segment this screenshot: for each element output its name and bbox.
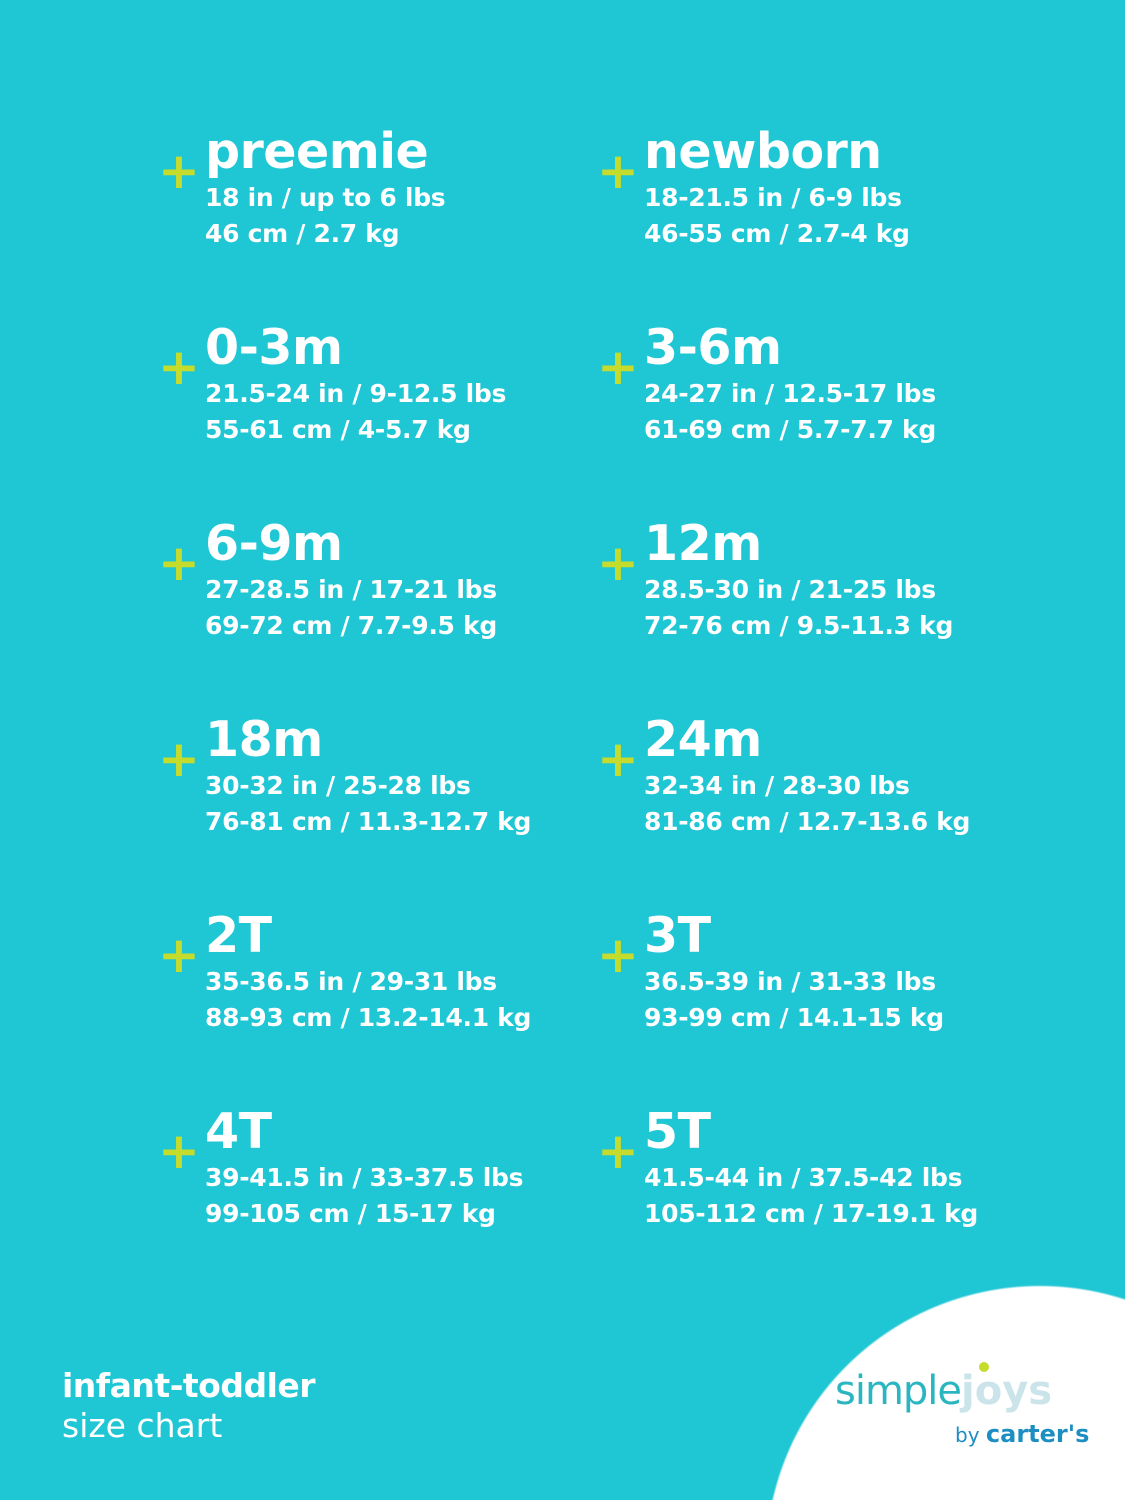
size-metric: 93-99 cm / 14.1-15 kg [644, 1003, 944, 1032]
size-name: newborn [644, 123, 882, 180]
plus-icon: + [597, 142, 639, 200]
size-imperial: 36.5-39 in / 31-33 lbs [644, 967, 936, 996]
logo-by-carters: by carter's [955, 1420, 1089, 1448]
size-metric: 105-112 cm / 17-19.1 kg [644, 1199, 979, 1228]
size-name: 2T [205, 907, 272, 964]
size-metric: 99-105 cm / 15-17 kg [205, 1199, 496, 1228]
plus-icon: + [158, 1122, 200, 1180]
size-name: 12m [644, 515, 762, 572]
size-metric: 72-76 cm / 9.5-11.3 kg [644, 611, 954, 640]
size-entry: + newborn 18-21.5 in / 6-9 lbs 46-55 cm … [597, 123, 1017, 260]
logo-joys-text: joys [961, 1368, 1053, 1414]
size-metric: 46-55 cm / 2.7-4 kg [644, 219, 910, 248]
size-entry: + preemie 18 in / up to 6 lbs 46 cm / 2.… [158, 123, 578, 260]
plus-icon: + [597, 926, 639, 984]
size-entry: + 3-6m 24-27 in / 12.5-17 lbs 61-69 cm /… [597, 319, 1017, 456]
size-imperial: 21.5-24 in / 9-12.5 lbs [205, 379, 507, 408]
size-entry: + 24m 32-34 in / 28-30 lbs 81-86 cm / 12… [597, 711, 1017, 848]
size-entry: + 2T 35-36.5 in / 29-31 lbs 88-93 cm / 1… [158, 907, 578, 1044]
plus-icon: + [597, 1122, 639, 1180]
size-imperial: 32-34 in / 28-30 lbs [644, 771, 910, 800]
size-imperial: 27-28.5 in / 17-21 lbs [205, 575, 497, 604]
plus-icon: + [158, 338, 200, 396]
title-line-1: infant-toddler [62, 1366, 316, 1405]
size-entry: + 3T 36.5-39 in / 31-33 lbs 93-99 cm / 1… [597, 907, 1017, 1044]
logo-dot-icon [979, 1362, 990, 1372]
size-name: 5T [644, 1103, 711, 1160]
size-imperial: 28.5-30 in / 21-25 lbs [644, 575, 936, 604]
size-name: 24m [644, 711, 762, 768]
size-imperial: 41.5-44 in / 37.5-42 lbs [644, 1163, 963, 1192]
size-name: 18m [205, 711, 323, 768]
size-imperial: 18 in / up to 6 lbs [205, 183, 446, 212]
logo-simple: simple [835, 1368, 962, 1414]
size-entry: + 18m 30-32 in / 25-28 lbs 76-81 cm / 11… [158, 711, 578, 848]
plus-icon: + [158, 142, 200, 200]
size-metric: 46 cm / 2.7 kg [205, 219, 400, 248]
size-imperial: 30-32 in / 25-28 lbs [205, 771, 471, 800]
plus-icon: + [158, 730, 200, 788]
size-name: 6-9m [205, 515, 343, 572]
size-entry: + 12m 28.5-30 in / 21-25 lbs 72-76 cm / … [597, 515, 1017, 652]
size-metric: 76-81 cm / 11.3-12.7 kg [205, 807, 532, 836]
size-name: 3T [644, 907, 711, 964]
size-metric: 81-86 cm / 12.7-13.6 kg [644, 807, 971, 836]
chart-title: infant-toddler size chart [62, 1366, 316, 1446]
size-name: 4T [205, 1103, 272, 1160]
logo-by: by [955, 1423, 980, 1447]
size-imperial: 35-36.5 in / 29-31 lbs [205, 967, 497, 996]
size-entry: + 5T 41.5-44 in / 37.5-42 lbs 105-112 cm… [597, 1103, 1017, 1240]
size-entry: + 6-9m 27-28.5 in / 17-21 lbs 69-72 cm /… [158, 515, 578, 652]
size-metric: 61-69 cm / 5.7-7.7 kg [644, 415, 936, 444]
size-name: 3-6m [644, 319, 782, 376]
size-metric: 55-61 cm / 4-5.7 kg [205, 415, 471, 444]
size-name: 0-3m [205, 319, 343, 376]
plus-icon: + [597, 534, 639, 592]
plus-icon: + [597, 730, 639, 788]
plus-icon: + [158, 926, 200, 984]
logo-brand: carter's [985, 1420, 1090, 1448]
size-imperial: 24-27 in / 12.5-17 lbs [644, 379, 936, 408]
size-entry: + 0-3m 21.5-24 in / 9-12.5 lbs 55-61 cm … [158, 319, 578, 456]
plus-icon: + [597, 338, 639, 396]
size-name: preemie [205, 123, 429, 180]
title-line-2: size chart [62, 1406, 223, 1445]
size-metric: 88-93 cm / 13.2-14.1 kg [205, 1003, 532, 1032]
size-imperial: 18-21.5 in / 6-9 lbs [644, 183, 902, 212]
plus-icon: + [158, 534, 200, 592]
size-metric: 69-72 cm / 7.7-9.5 kg [205, 611, 497, 640]
simple-joys-logo: simple joys by carter's [835, 1362, 1095, 1448]
logo-joys: joys [961, 1362, 1053, 1414]
size-entry: + 4T 39-41.5 in / 33-37.5 lbs 99-105 cm … [158, 1103, 578, 1240]
size-imperial: 39-41.5 in / 33-37.5 lbs [205, 1163, 524, 1192]
